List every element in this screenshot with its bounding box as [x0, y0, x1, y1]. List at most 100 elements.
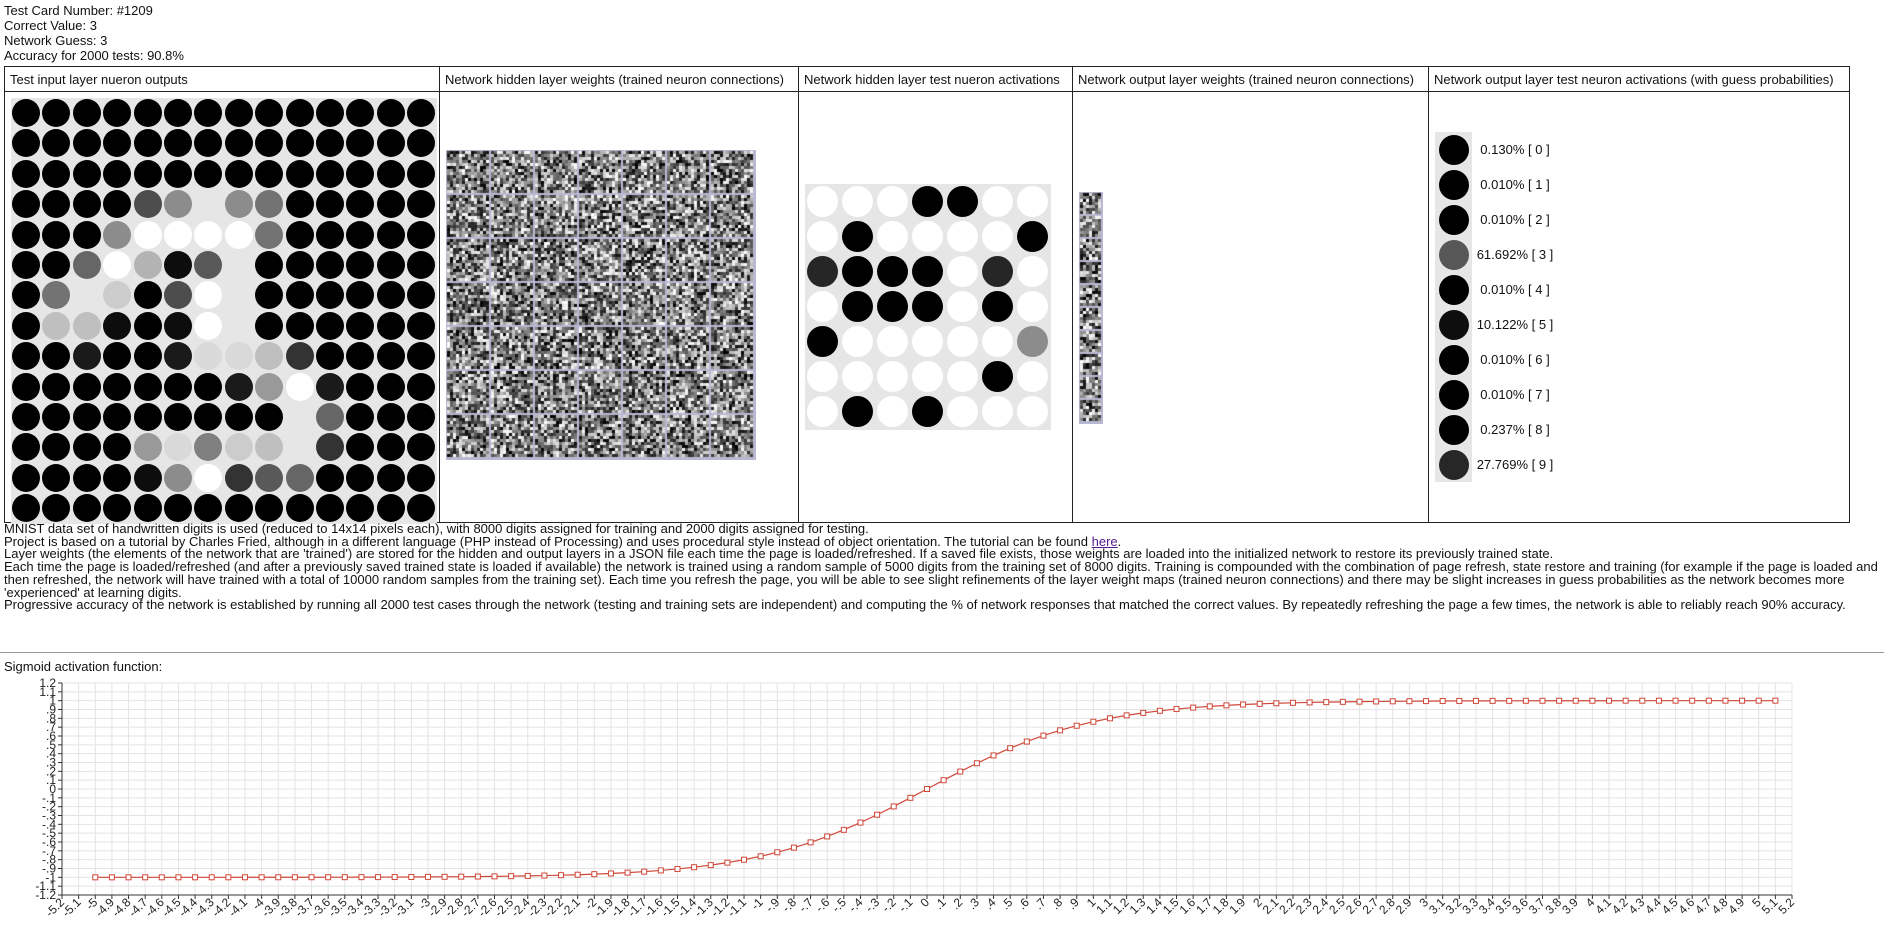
note-weights: Layer weights (the elements of the netwo…: [4, 546, 1554, 562]
sigmoid-point: [1090, 718, 1097, 725]
hidden-neuron: [912, 291, 943, 322]
output-neuron: [1439, 275, 1469, 305]
input-neuron: [255, 220, 284, 249]
hidden-activation-grid: [805, 184, 1051, 430]
input-neuron: [72, 159, 101, 188]
input-neuron: [285, 403, 314, 431]
col-input-title: Test input layer nueron outputs: [4, 66, 440, 92]
input-neuron: [224, 129, 253, 158]
input-neuron: [224, 159, 253, 188]
input-neuron: [164, 433, 192, 462]
output-neuron: [1439, 205, 1469, 235]
sigmoid-point: [707, 862, 714, 869]
input-neuron: [316, 159, 344, 188]
input-neuron: [103, 311, 132, 340]
x-tick-label: -2.1: [558, 895, 583, 920]
divider: [0, 652, 1884, 653]
input-neuron: [72, 281, 101, 310]
sigmoid-point: [275, 874, 282, 881]
input-neuron: [194, 342, 223, 371]
input-neuron: [133, 220, 162, 249]
sigmoid-point: [125, 874, 132, 881]
hidden-neuron: [877, 361, 908, 392]
sigmoid-point: [108, 874, 115, 881]
sigmoid-point: [591, 871, 598, 878]
sigmoid-point: [574, 871, 581, 878]
input-neuron: [72, 433, 101, 462]
input-neuron: [72, 251, 101, 279]
sigmoid-point: [458, 873, 465, 880]
input-neuron: [346, 281, 375, 310]
input-neuron: [255, 159, 284, 188]
input-neuron: [164, 372, 192, 401]
output-probability: 0.010% [ 4 ]: [1480, 282, 1550, 297]
note-training: Each time the page is loaded/refreshed (…: [4, 559, 1878, 600]
input-neuron: [72, 129, 101, 158]
col-output-weights-title: Network output layer weights (trained ne…: [1072, 66, 1429, 92]
y-tick-label: .4: [46, 747, 56, 761]
sigmoid-point: [558, 872, 565, 879]
input-neuron: [103, 220, 132, 249]
input-neuron: [376, 159, 405, 188]
input-neuron: [376, 433, 405, 462]
x-tick-label: .9: [1065, 895, 1082, 912]
input-neuron: [133, 129, 162, 158]
input-neuron: [103, 251, 132, 279]
input-neuron: [194, 433, 223, 462]
input-neuron: [376, 372, 405, 401]
y-tick-label: -.6: [42, 835, 56, 849]
input-neuron: [164, 494, 192, 523]
col-hidden-activations-title: Network hidden layer test nueron activat…: [798, 66, 1073, 92]
sigmoid-point: [1057, 727, 1064, 734]
input-neuron: [12, 342, 40, 371]
input-neuron: [376, 190, 405, 219]
sigmoid-point: [325, 874, 332, 881]
sigmoid-point: [491, 873, 498, 880]
input-neuron: [164, 99, 192, 127]
y-tick-label: 1.1: [39, 685, 56, 699]
sigmoid-point: [1223, 702, 1230, 709]
output-weight-map: [1079, 192, 1103, 424]
hidden-neuron: [947, 291, 978, 322]
input-neuron: [12, 433, 40, 462]
col-hidden-weights-title: Network hidden layer weights (trained ne…: [439, 66, 799, 92]
sigmoid-point: [341, 874, 348, 881]
y-tick-label: .1: [46, 773, 56, 787]
sigmoid-chart: -1.2-1.1-1-.9-.8-.7-.6-.5-.4-.3-.2-.10.1…: [35, 676, 1797, 920]
input-neuron: [407, 433, 436, 462]
tutorial-link[interactable]: here: [1091, 533, 1118, 549]
input-neuron: [255, 311, 284, 340]
input-neuron: [346, 403, 375, 431]
input-neuron: [164, 403, 192, 431]
input-neuron: [164, 342, 192, 371]
input-neuron: [133, 403, 162, 431]
input-neuron: [255, 99, 284, 127]
hidden-neuron: [982, 186, 1013, 217]
sigmoid-point: [657, 867, 664, 874]
input-neuron: [224, 494, 253, 523]
hidden-neuron: [912, 326, 943, 357]
input-neuron: [407, 220, 436, 249]
input-neuron: [224, 342, 253, 371]
hidden-neuron: [947, 186, 978, 217]
output-probability: 27.769% [ 9 ]: [1476, 457, 1554, 472]
hidden-neuron: [912, 256, 943, 287]
input-neuron: [133, 372, 162, 401]
input-neuron: [42, 281, 71, 310]
y-tick-label: -1.1: [35, 879, 56, 893]
input-neuron: [285, 190, 314, 219]
sigmoid-point: [807, 839, 814, 846]
x-tick-label: 0: [917, 895, 932, 910]
sigmoid-point: [408, 873, 415, 880]
input-neuron: [285, 159, 314, 188]
x-tick-label: .3: [965, 895, 982, 912]
hidden-neuron: [807, 361, 838, 392]
input-neuron: [224, 251, 253, 279]
sigmoid-point: [774, 849, 781, 856]
input-neuron: [72, 342, 101, 371]
input-neuron: [346, 372, 375, 401]
input-neuron: [346, 129, 375, 158]
hidden-neuron: [842, 256, 873, 287]
input-neuron: [103, 99, 132, 127]
hidden-neuron: [982, 221, 1013, 252]
